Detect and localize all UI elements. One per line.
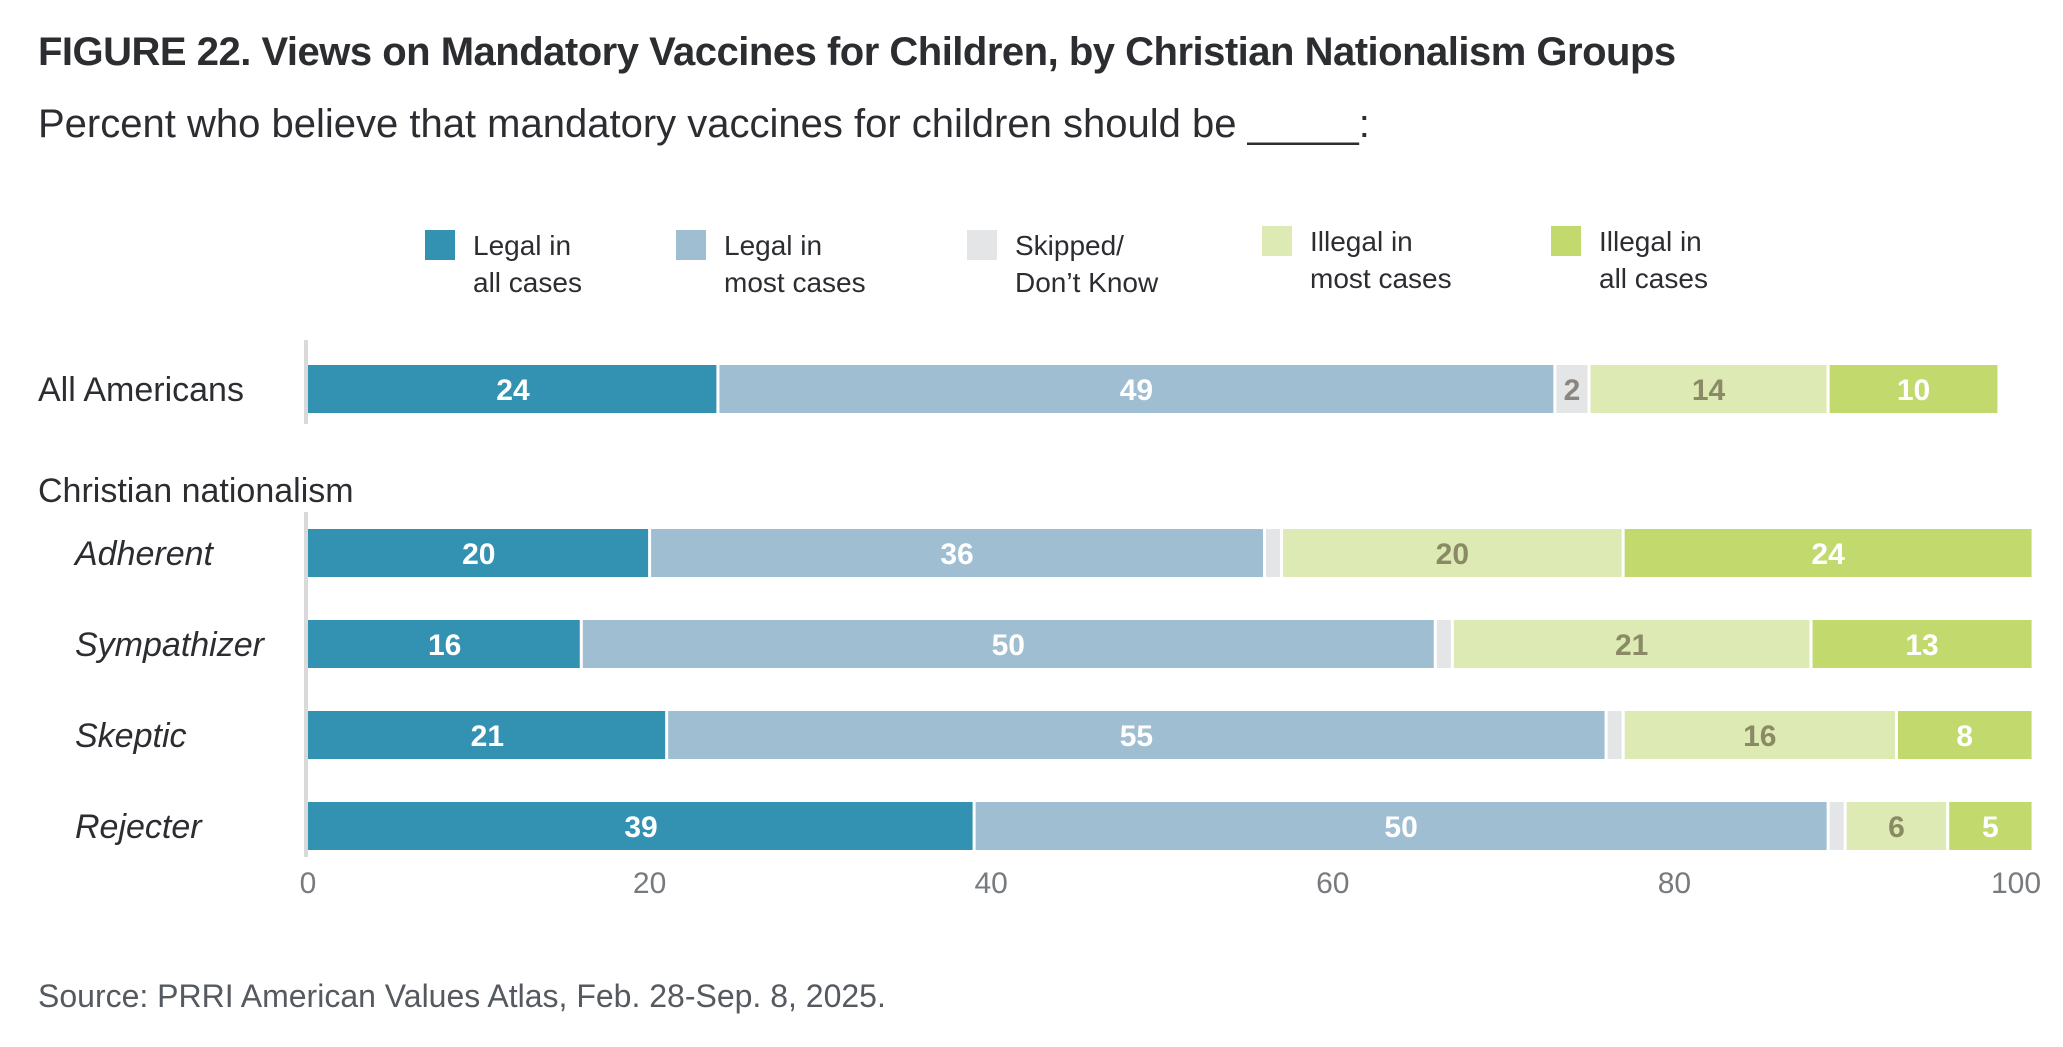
bar-segment bbox=[1624, 711, 1895, 759]
tick-label: 60 bbox=[1316, 867, 1349, 900]
legend-item: Legal in all cases bbox=[425, 230, 582, 298]
bar-segment bbox=[1556, 365, 1588, 413]
group-label: Christian nationalism bbox=[38, 472, 354, 510]
bar-row: 24 49 2 14 10 bbox=[308, 365, 1998, 413]
data-label: 24 bbox=[496, 374, 530, 407]
data-label: 20 bbox=[462, 538, 495, 571]
data-label: 24 bbox=[1811, 538, 1845, 571]
bar-segment bbox=[308, 529, 649, 577]
data-label: 20 bbox=[1436, 538, 1469, 571]
bar-row: 16 50 21 13 bbox=[308, 620, 2032, 668]
bar-segment bbox=[1829, 365, 1998, 413]
data-label: 55 bbox=[1120, 720, 1153, 753]
bar-segment bbox=[1453, 620, 1810, 668]
bar-segment bbox=[1846, 802, 1947, 850]
bar-segment bbox=[1283, 529, 1622, 577]
bar-segment bbox=[308, 365, 717, 413]
data-label: 14 bbox=[1692, 374, 1726, 407]
data-label: 6 bbox=[1888, 811, 1905, 844]
category-labels: All Americans Adherent Sympathizer Skeptic R… bbox=[38, 371, 354, 846]
bar-segment bbox=[1436, 620, 1451, 668]
bar-segment bbox=[1949, 802, 2032, 850]
bar-segment bbox=[308, 620, 580, 668]
category-label: Skeptic bbox=[75, 717, 187, 755]
bar-segment bbox=[1607, 711, 1622, 759]
tick-label: 40 bbox=[975, 867, 1008, 900]
bar-segment bbox=[719, 365, 1554, 413]
tick-label: 80 bbox=[1658, 867, 1691, 900]
legend-label: all cases bbox=[473, 267, 582, 298]
data-label: 50 bbox=[992, 629, 1025, 662]
bar-segment bbox=[582, 620, 1434, 668]
legend-swatch bbox=[1551, 226, 1581, 256]
legend-label: Legal in bbox=[473, 230, 571, 261]
bar-segment bbox=[1812, 620, 2032, 668]
legend-swatch bbox=[676, 230, 706, 260]
legend: Legal in all cases Legal in most cases Skipp… bbox=[425, 226, 1708, 298]
x-axis-ticks: 0 20 40 60 80 100 bbox=[300, 867, 2041, 900]
legend-item: Illegal in all cases bbox=[1551, 226, 1708, 294]
bar-segment bbox=[308, 802, 973, 850]
legend-item: Skipped/Don’t Know bbox=[967, 230, 1159, 298]
source-note: Source: PRRI American Values Atlas, Feb.… bbox=[38, 978, 886, 1014]
category-label: Adherent bbox=[73, 535, 215, 573]
data-label: 8 bbox=[1956, 720, 1973, 753]
data-label: 49 bbox=[1120, 374, 1153, 407]
data-label: 2 bbox=[1564, 374, 1581, 407]
legend-label: most cases bbox=[724, 267, 866, 298]
data-label: 16 bbox=[428, 629, 461, 662]
legend-label: Illegal in bbox=[1310, 226, 1413, 257]
legend-swatch bbox=[967, 230, 997, 260]
data-label: 13 bbox=[1905, 629, 1938, 662]
bar-segment bbox=[1624, 529, 2032, 577]
data-label: 21 bbox=[471, 720, 504, 753]
data-label: 16 bbox=[1743, 720, 1776, 753]
tick-label: 20 bbox=[633, 867, 666, 900]
legend-label: Skipped/ bbox=[1015, 230, 1124, 261]
category-label: Sympathizer bbox=[75, 626, 266, 664]
data-label: 50 bbox=[1384, 811, 1417, 844]
category-label: All Americans bbox=[38, 371, 244, 409]
tick-label: 0 bbox=[300, 867, 317, 900]
data-label: 10 bbox=[1897, 374, 1930, 407]
data-label: 36 bbox=[940, 538, 973, 571]
bar-segment bbox=[668, 711, 1605, 759]
legend-item: Legal in most cases bbox=[676, 230, 866, 298]
legend-label: Illegal in bbox=[1599, 226, 1702, 257]
legend-label: Don’t Know bbox=[1015, 267, 1159, 298]
legend-item: Illegal in most cases bbox=[1262, 226, 1452, 294]
data-label: 39 bbox=[624, 811, 657, 844]
legend-swatch bbox=[1262, 226, 1292, 256]
bar-segment bbox=[308, 711, 666, 759]
bar-segment bbox=[1265, 529, 1281, 577]
data-label: 21 bbox=[1615, 629, 1648, 662]
bar-row: 20 36 20 24 bbox=[308, 529, 2032, 577]
bar-segment bbox=[975, 802, 1827, 850]
bar-segment bbox=[1590, 365, 1827, 413]
legend-label: all cases bbox=[1599, 263, 1708, 294]
bar-segment bbox=[651, 529, 1263, 577]
bar-row: 39 50 6 5 bbox=[308, 802, 2032, 850]
legend-label: most cases bbox=[1310, 263, 1452, 294]
chart-subtitle: Percent who believe that mandatory vacci… bbox=[38, 102, 1370, 146]
bar-row: 21 55 16 8 bbox=[308, 711, 2032, 759]
legend-swatch bbox=[425, 230, 455, 260]
chart-title: FIGURE 22. Views on Mandatory Vaccines f… bbox=[38, 30, 1676, 74]
tick-label: 100 bbox=[1991, 867, 2041, 900]
data-label: 5 bbox=[1982, 811, 1999, 844]
category-label: Rejecter bbox=[75, 808, 203, 846]
bar-segment bbox=[1829, 802, 1844, 850]
bars: 24 49 2 14 10 20 36 20 24 16 50 21 13 21 55 16 8 39 50 6 5 bbox=[308, 365, 2032, 850]
legend-label: Legal in bbox=[724, 230, 822, 261]
bar-segment bbox=[1897, 711, 2032, 759]
